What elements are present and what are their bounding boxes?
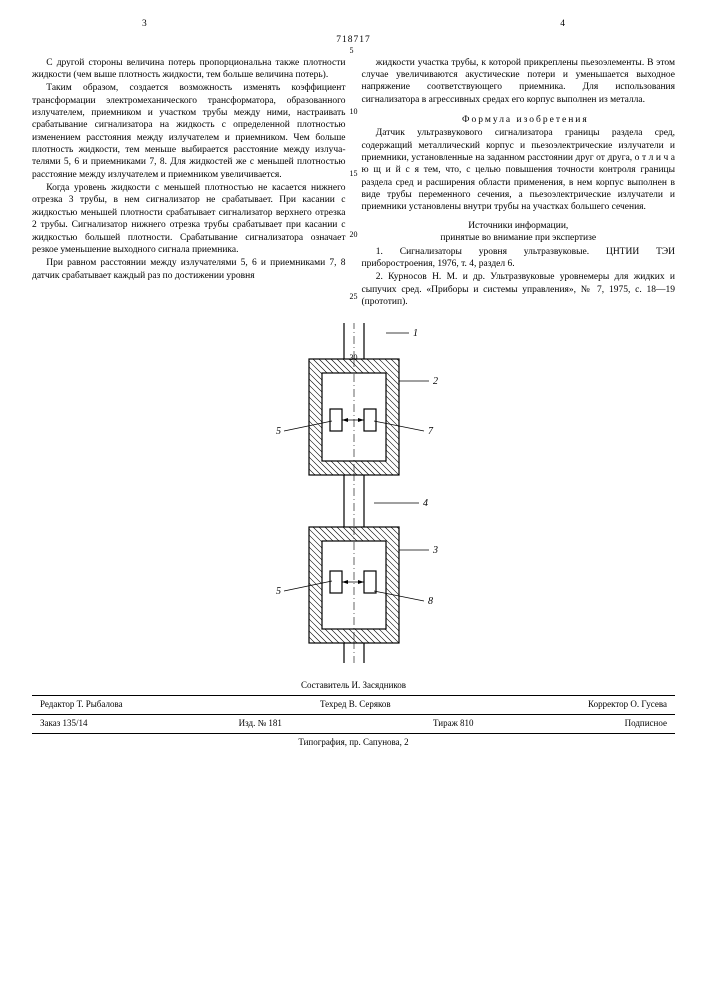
typography: Типография, пр. Сапунова, 2 [32, 737, 675, 749]
ln-10: 10 [350, 107, 358, 117]
page-left: 3 [142, 18, 147, 30]
tirage: Тираж 810 [433, 718, 474, 730]
sources-heading: Источники информации, принятые во вниман… [362, 220, 676, 245]
patent-number: 718717 [32, 34, 675, 46]
subscription: Подписное [625, 718, 667, 730]
page-right: 4 [560, 18, 565, 30]
svg-text:1: 1 [413, 328, 418, 339]
left-p4: При равном расстоянии между излучате­лям… [32, 257, 346, 282]
editor: Редактор Т. Рыбалова [40, 699, 123, 711]
page-header: 3 4 [32, 18, 675, 30]
footer-credits: Редактор Т. Рыбалова Техред В. Серяков К… [32, 699, 675, 711]
right-column: жидкости участка трубы, к которой при­кр… [362, 57, 676, 310]
left-p3: Когда уровень жидкости с меньшей плот­но… [32, 182, 346, 256]
rule3 [32, 733, 675, 734]
rule1 [32, 695, 675, 696]
svg-text:5: 5 [276, 586, 281, 597]
svg-text:8: 8 [428, 596, 433, 607]
ln-25: 25 [350, 292, 358, 302]
tech: Техред В. Серяков [320, 699, 391, 711]
svg-text:2: 2 [433, 376, 438, 387]
ln-15: 15 [350, 169, 358, 179]
svg-text:7: 7 [428, 426, 434, 437]
corrector: Корректор О. Гусева [588, 699, 667, 711]
left-p2: Таким образом, создается возможность изм… [32, 82, 346, 181]
right-p4: 2. Курносов Н. М. и др. Ультразвуковые у… [362, 271, 676, 308]
ln-20: 20 [350, 230, 358, 240]
right-p1: жидкости участка трубы, к которой при­кр… [362, 57, 676, 106]
svg-text:3: 3 [432, 545, 438, 556]
left-p1: С другой стороны величина потерь пропор­… [32, 57, 346, 82]
footer-meta: Заказ 135/14 Изд. № 181 Тираж 810 Подпис… [32, 718, 675, 730]
order: Заказ 135/14 [40, 718, 88, 730]
compiler: Составитель И. Засядников [32, 680, 675, 692]
formula-heading: Формула изобретения [362, 114, 676, 126]
line-markers: 5 10 15 20 25 30 [350, 46, 358, 414]
svg-text:5: 5 [276, 426, 281, 437]
ln-30: 30 [350, 353, 358, 363]
footer: Составитель И. Засядников Редактор Т. Ры… [32, 680, 675, 749]
right-p3: 1. Сигнализаторы уровня ультразвуковые. … [362, 246, 676, 271]
right-p2: Датчик ультразвукового сигнализатора гра… [362, 127, 676, 213]
ln-5: 5 [350, 46, 358, 56]
left-column: С другой стороны величина потерь пропор­… [32, 57, 346, 310]
svg-text:4: 4 [423, 498, 428, 509]
edition: Изд. № 181 [239, 718, 282, 730]
rule2 [32, 714, 675, 715]
